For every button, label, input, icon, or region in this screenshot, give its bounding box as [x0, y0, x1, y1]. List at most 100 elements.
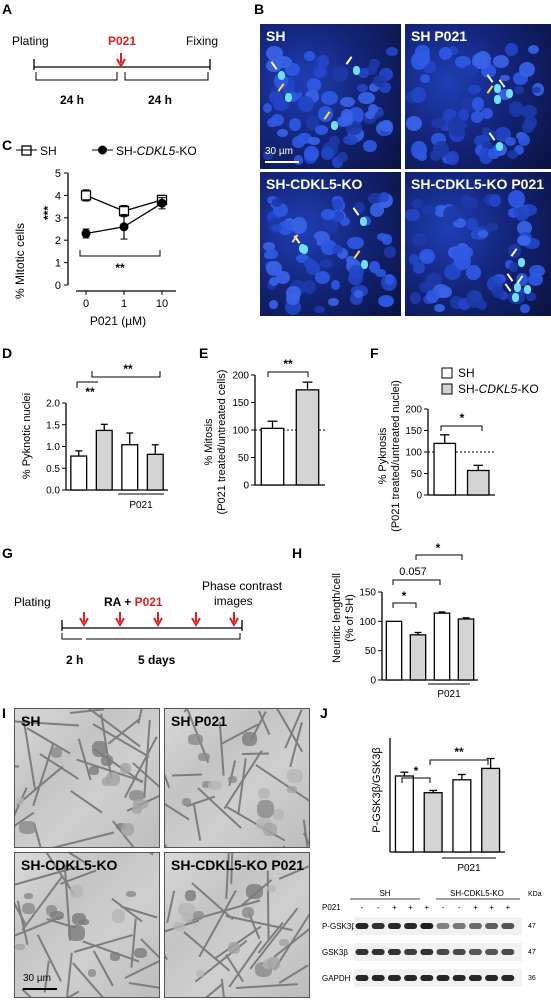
cell-body [120, 822, 135, 836]
C-y-tick-label: 5 [55, 168, 61, 180]
H-bar [409, 634, 427, 681]
panel-letter-d: D [2, 345, 12, 361]
nucleus [487, 148, 500, 160]
cell-body [131, 806, 143, 815]
micrograph-i-ko-label: SH-CDKL5-KO [21, 857, 118, 873]
blot-band-row1 [355, 923, 369, 929]
neurite [171, 774, 202, 777]
nucleus [471, 53, 486, 69]
blot-band-row2 [452, 949, 466, 955]
panel-f-y-axis-label-1: % Pyknosis [377, 427, 389, 484]
D-bar [70, 455, 88, 491]
neurite [207, 846, 233, 847]
micrograph-i-sh: SH [14, 708, 160, 848]
D-y-tick-label: 0.5 [46, 464, 60, 475]
C-y-tick-label: 3 [55, 213, 61, 225]
nucleus [336, 152, 349, 162]
nucleus [320, 91, 338, 106]
nucleus [369, 108, 384, 119]
nucleus [341, 108, 353, 121]
panel-d-sig-2: ** [123, 362, 133, 376]
cell-body [286, 768, 304, 783]
neurite [165, 844, 168, 847]
nucleus [421, 205, 437, 216]
blot-band-row2 [485, 949, 499, 955]
C-x-tick-label: 0 [83, 298, 89, 310]
blot-band-row2 [436, 949, 450, 955]
micrograph-i-scale-bar [23, 988, 57, 990]
nucleus [268, 90, 284, 104]
panel-a-bracket-2 [124, 72, 209, 81]
nucleus [498, 291, 509, 301]
cell-body [262, 823, 277, 837]
panel-h-sig-bracket-2 [392, 579, 441, 585]
nucleus [270, 223, 283, 233]
neurite [236, 982, 298, 989]
micrograph-b-sh-p021-label: SH P021 [411, 28, 468, 44]
blot-band-row3 [404, 975, 418, 981]
nucleus [276, 271, 290, 285]
panel-c-axes: 0 1 2 3 4 5 0 1 10 [55, 168, 176, 310]
micrograph-i-sh-label: SH [21, 713, 41, 729]
cell-body [21, 902, 35, 914]
panel-letter-b: B [254, 1, 264, 17]
nucleus [466, 289, 483, 308]
nucleus [410, 87, 426, 103]
blot-signs: - - + + + - - + + + [361, 903, 511, 912]
nucleus [330, 280, 340, 291]
E-y-tick-label: 50 [238, 453, 250, 464]
nucleus [453, 217, 466, 228]
neurite [69, 709, 104, 714]
panel-a-interval-1: 24 h [60, 93, 84, 107]
cell-body [258, 787, 270, 800]
panel-c-sig-vertical: *** [41, 206, 55, 220]
cell-body [257, 799, 275, 819]
blot-band-row1 [485, 923, 499, 929]
nucleus [518, 134, 531, 147]
cell-body [110, 952, 120, 962]
nucleus [266, 260, 283, 276]
nucleus [343, 134, 358, 146]
nucleus [320, 259, 333, 269]
nucleus [378, 191, 389, 202]
panel-j-marks [394, 757, 501, 853]
blot-band-row1 [404, 923, 418, 929]
nucleus [446, 151, 460, 165]
blot-band-row2 [420, 949, 434, 955]
nucleus [313, 65, 328, 78]
E-bar [295, 389, 320, 486]
cell-body [173, 922, 186, 931]
nucleus [412, 233, 428, 246]
panel-letter-a: A [2, 1, 12, 17]
blot-band-row3 [485, 975, 499, 981]
neurite [165, 727, 170, 788]
nucleus [486, 222, 498, 231]
blot-sign: + [392, 903, 397, 912]
panel-g-ra-label: RA + P021 [104, 595, 163, 609]
panel-d-bar-chart: % Pyknotic nuclei 0.00.51.01.52.0 ** ** … [21, 362, 168, 511]
nucleus [410, 291, 421, 304]
nucleus [369, 58, 381, 69]
nucleus [484, 130, 497, 140]
D-y-tick-label: 2.0 [46, 399, 60, 410]
panel-g-interval-1: 2 h [66, 653, 83, 667]
panel-e-bar-chart: % Mitosis (P021 treated/untreated cells)… [203, 357, 325, 514]
nucleus [314, 305, 325, 314]
blot-band-row3 [387, 975, 401, 981]
nucleus [418, 281, 435, 293]
micrograph-b-sh-p021: SH P021 [405, 24, 551, 169]
neurite [47, 990, 80, 997]
nucleus [368, 83, 380, 92]
neurite [192, 802, 201, 841]
mitotic-nucleus [299, 243, 307, 253]
panel-f-legend-sh-label: SH [458, 366, 475, 380]
neurite [258, 922, 284, 954]
nucleus [291, 136, 305, 149]
panel-h-bar-chart: Neuritic length/cell (% of SH) 0 50 100 150… [331, 541, 478, 700]
cell-body [67, 925, 85, 942]
panel-j-sig-2: ** [454, 745, 464, 759]
panel-g-phase-label-2: images [214, 594, 253, 608]
panel-e-sig-bracket [267, 371, 309, 377]
cell-body [101, 776, 111, 786]
nucleus [481, 127, 492, 136]
